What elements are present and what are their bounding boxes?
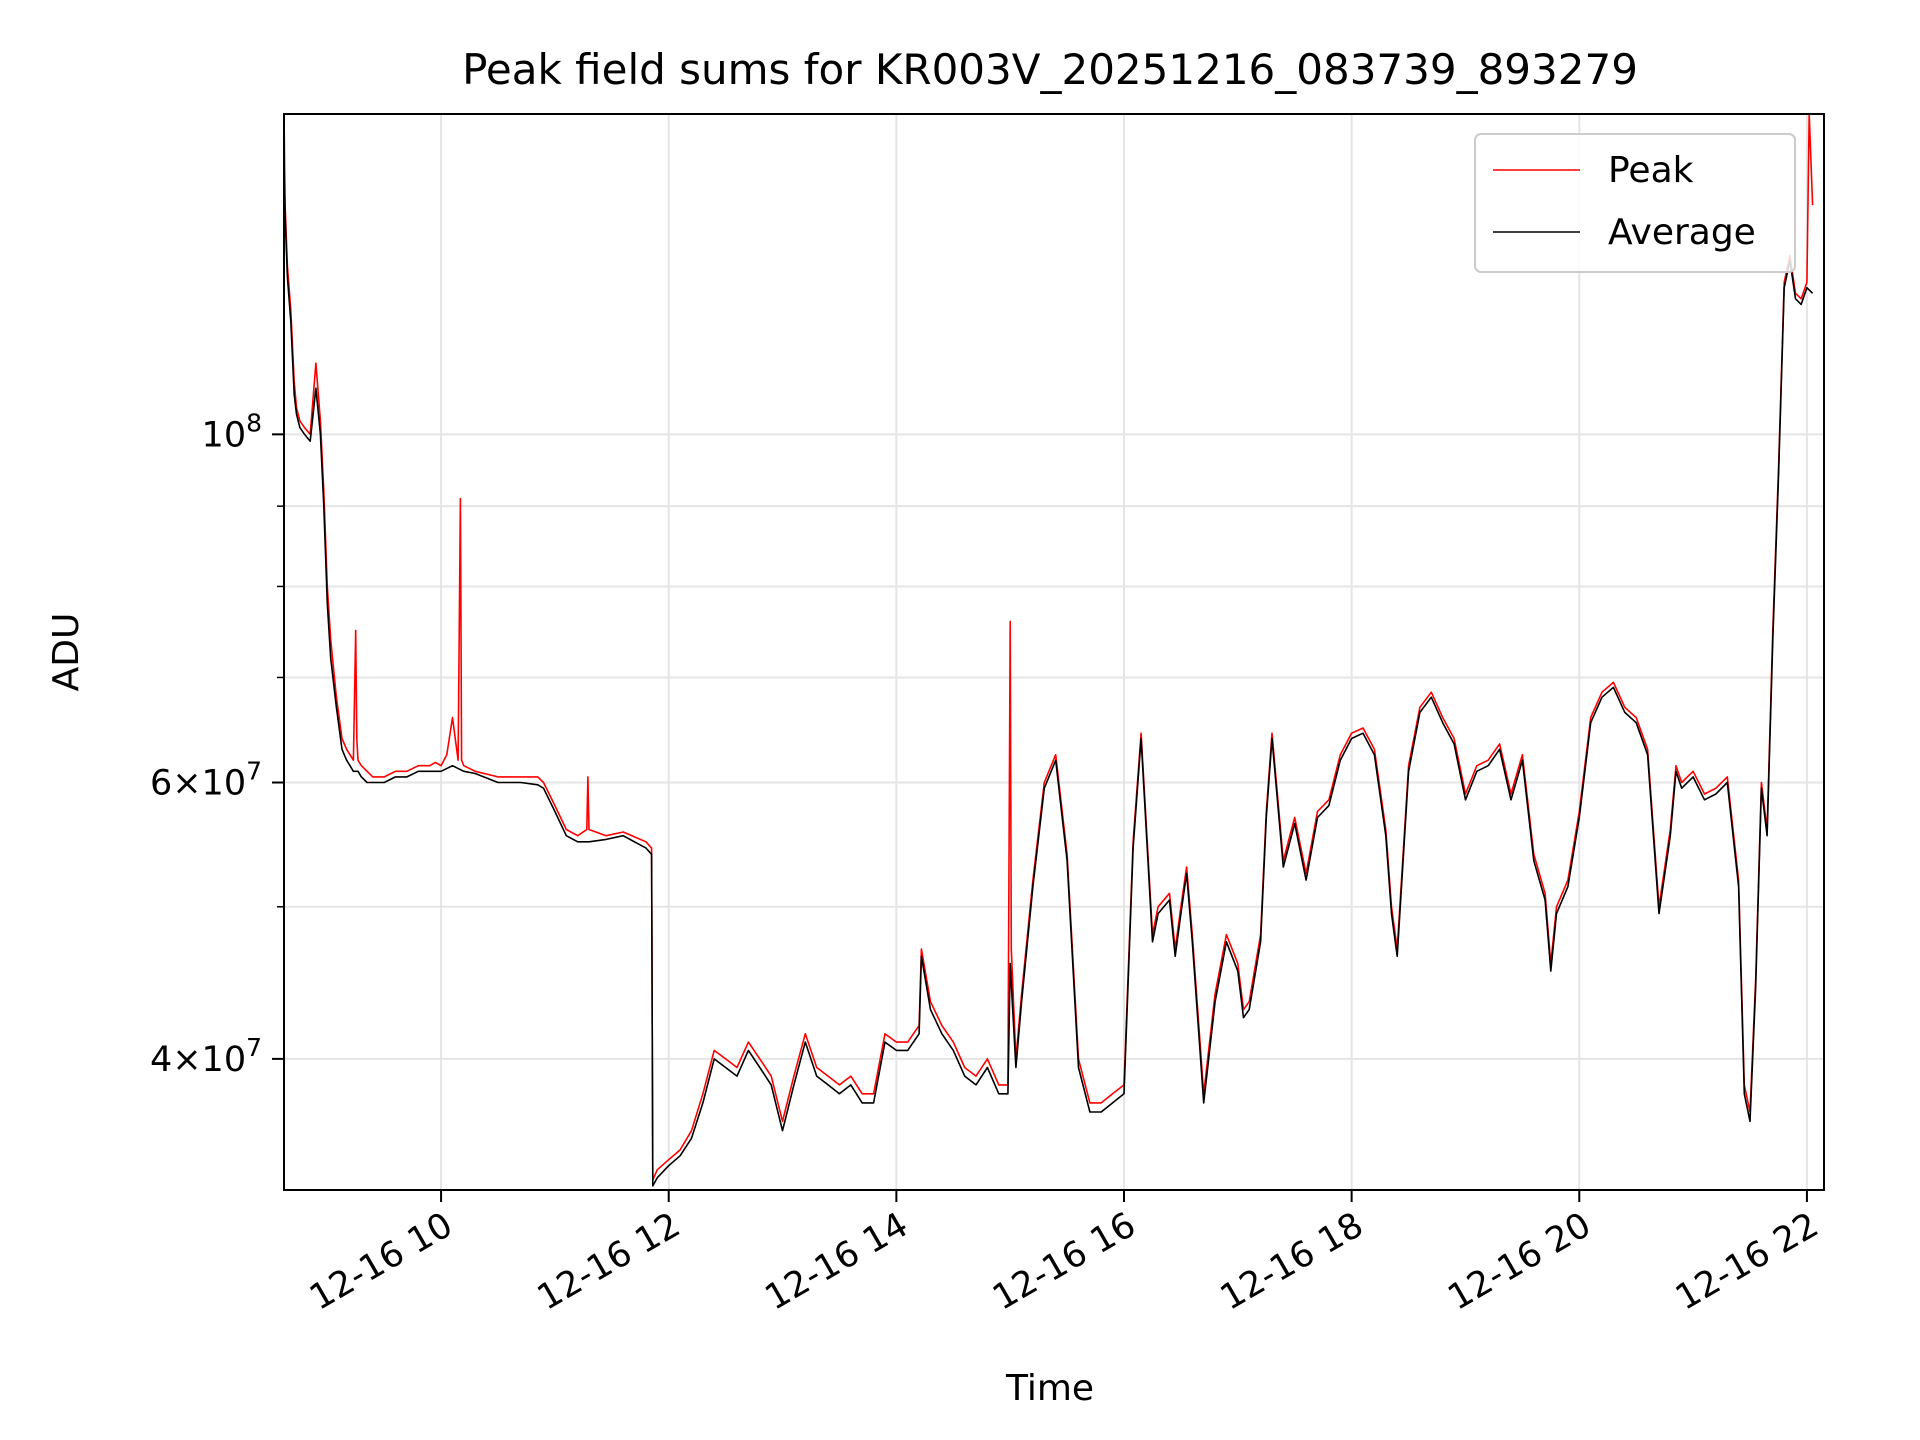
grid [284, 114, 1824, 1190]
y-tick-label: 108 [202, 408, 262, 455]
legend-label-peak: Peak [1608, 150, 1694, 191]
x-axis-label: Time [1005, 1368, 1094, 1409]
legend-label-average: Average [1608, 212, 1756, 253]
y-axis-ticks: 108 6×107 4×107 [150, 408, 284, 1080]
legend: Peak Average [1474, 133, 1796, 273]
y-tick-label: 6×107 [150, 757, 262, 804]
legend-box [1474, 133, 1796, 273]
plot-frame [283, 113, 1825, 1191]
series-line-average [283, 157, 1814, 1187]
y-axis-label: ADU [46, 613, 87, 692]
series-line-peak [283, 113, 1814, 1181]
series-layer [283, 113, 1814, 1187]
chart-title: Peak field sums for KR003V_20251216_0837… [462, 45, 1638, 94]
y-tick-label: 4×107 [150, 1033, 262, 1080]
